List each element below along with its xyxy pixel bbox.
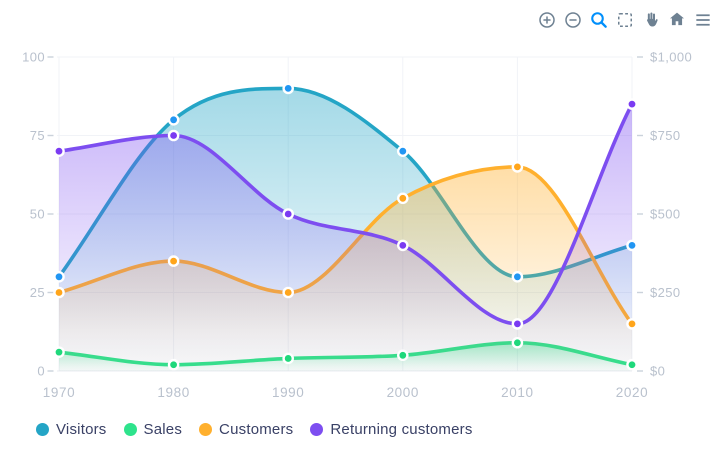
x-tick-label: 1980	[157, 385, 189, 400]
data-point-marker	[167, 358, 180, 371]
legend-label: Customers	[219, 421, 294, 438]
legend-item-returning-customers[interactable]: Returning customers	[310, 421, 472, 438]
data-point-marker	[396, 239, 409, 252]
data-point-marker	[626, 239, 638, 252]
axes: 100 $1,000 75 $750 50 $500 25 $250 0 $0 1970 1980 19…	[22, 50, 692, 401]
data-point-marker	[167, 255, 180, 267]
legend-item-sales[interactable]: Sales	[123, 421, 183, 438]
data-point-marker	[53, 346, 65, 358]
zoom-icon[interactable]	[587, 9, 610, 31]
y-left-tick-label: 75	[30, 128, 45, 143]
legend-marker-icon	[123, 423, 137, 436]
chart-canvas[interactable]: 100 $1,000 75 $750 50 $500 25 $250 0 $0 1970 1980 19…	[0, 0, 722, 415]
pan-icon[interactable]	[639, 9, 662, 31]
y-right-tick-label: $750	[650, 128, 681, 143]
data-point-marker	[282, 286, 295, 299]
chart-legend: Visitors Sales Customers Returning customer…	[36, 421, 473, 438]
data-point-marker	[282, 82, 295, 95]
y-left-tick-label: 100	[22, 50, 45, 65]
legend-item-customers[interactable]: Customers	[199, 421, 293, 438]
y-left-tick-label: 25	[30, 285, 45, 300]
data-point-marker	[626, 98, 638, 110]
data-point-marker	[396, 145, 409, 157]
y-right-tick-label: $250	[650, 285, 681, 300]
data-point-marker	[53, 270, 65, 283]
data-point-marker	[511, 336, 524, 349]
x-tick-label: 2020	[616, 385, 648, 400]
menu-icon[interactable]	[691, 9, 714, 31]
x-tick-label: 2000	[387, 385, 419, 400]
x-tick-label: 1990	[272, 385, 304, 400]
chart-toolbar	[535, 9, 714, 31]
legend-label: Visitors	[56, 421, 107, 438]
data-point-marker	[626, 358, 638, 371]
x-tick-label: 1970	[43, 385, 75, 400]
data-point-marker	[511, 318, 524, 330]
selection-icon[interactable]	[613, 9, 636, 31]
y-right-tick-label: $500	[650, 207, 681, 222]
home-icon[interactable]	[665, 9, 688, 31]
y-right-tick-label: $1,000	[650, 50, 692, 65]
data-point-marker	[626, 318, 638, 330]
zoom-out-icon[interactable]	[561, 9, 584, 31]
x-tick-label: 2010	[501, 385, 533, 400]
data-point-marker	[282, 352, 295, 365]
data-point-marker	[167, 129, 180, 142]
data-point-marker	[53, 286, 65, 299]
y-left-tick-label: 50	[30, 207, 45, 222]
y-right-tick-label: $0	[650, 364, 665, 379]
data-point-marker	[396, 349, 409, 362]
legend-marker-icon	[310, 423, 324, 436]
y-left-tick-label: 0	[37, 364, 45, 379]
legend-label: Sales	[143, 421, 183, 438]
series-area	[59, 104, 632, 371]
legend-label: Returning customers	[330, 421, 473, 438]
legend-item-visitors[interactable]: Visitors	[36, 421, 107, 438]
data-point-marker	[167, 114, 180, 126]
legend-marker-icon	[36, 423, 49, 436]
data-point-marker	[53, 145, 65, 157]
legend-marker-icon	[199, 423, 213, 436]
data-point-marker	[511, 270, 524, 283]
data-point-marker	[396, 192, 409, 205]
data-point-marker	[282, 208, 295, 220]
data-point-marker	[511, 161, 524, 173]
zoom-in-icon[interactable]	[535, 9, 558, 31]
